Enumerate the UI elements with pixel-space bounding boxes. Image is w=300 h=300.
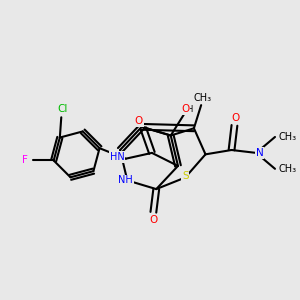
Text: O: O [232,113,240,123]
Text: NH: NH [118,176,133,185]
Text: CH₃: CH₃ [279,164,297,174]
Text: CH₃: CH₃ [194,93,212,103]
Text: Cl: Cl [58,104,68,114]
Text: H: H [186,105,193,114]
Text: O: O [135,116,143,126]
Text: O: O [181,104,189,115]
Text: O: O [149,214,158,224]
Text: S: S [182,171,188,181]
Text: F: F [22,155,28,166]
Text: HN: HN [110,152,124,162]
Text: CH₃: CH₃ [279,132,297,142]
Text: N: N [256,148,263,158]
